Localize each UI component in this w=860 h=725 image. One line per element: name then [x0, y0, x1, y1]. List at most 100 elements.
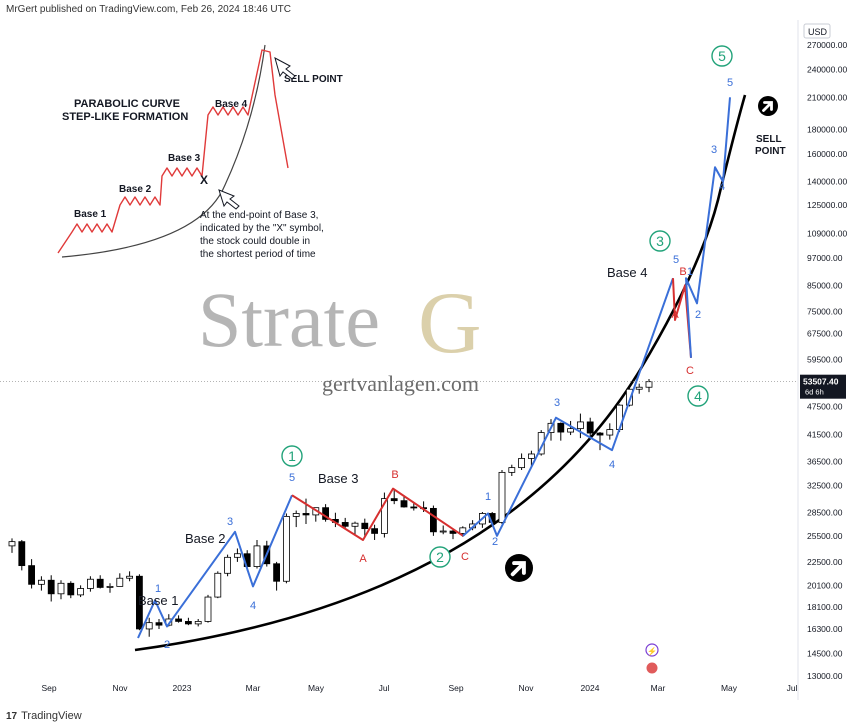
price-tick-label: 160000.00 — [807, 149, 847, 159]
candle-body — [390, 498, 398, 502]
base-label: Base 1 — [138, 593, 178, 608]
price-tick-label: 25500.00 — [807, 531, 843, 541]
candle-body — [106, 585, 114, 588]
inset-note-line: the shortest period of time — [200, 249, 316, 260]
currency-label: USD — [808, 27, 828, 37]
candle-body — [400, 500, 408, 508]
time-tick-label: Jul — [787, 683, 798, 693]
price-tick-label: 125000.00 — [807, 200, 847, 210]
candle-body — [439, 530, 447, 533]
price-tick-label: 47500.00 — [807, 401, 843, 411]
correction-label: A — [671, 309, 679, 321]
price-tick-label: 59500.00 — [807, 355, 843, 365]
currency-box — [803, 23, 831, 39]
circled-wave-label: 3 — [656, 233, 664, 249]
tradingview-footer[interactable]: 17 TradingView — [6, 710, 82, 722]
sub-wave-label: 4 — [719, 181, 725, 193]
candle-body — [645, 381, 653, 388]
price-tick-label: 180000.00 — [807, 124, 847, 134]
candle-body — [145, 622, 153, 630]
inset-x-arrow-icon — [218, 189, 240, 210]
inset-note-line: At the end-point of Base 3, — [200, 210, 318, 221]
price-tick-label: 28500.00 — [807, 508, 843, 518]
candle-body — [253, 545, 261, 567]
price-tick-label: 240000.00 — [807, 65, 847, 75]
sub-wave-label: 2 — [695, 309, 701, 321]
candle-body — [116, 577, 124, 587]
candle-body — [380, 498, 388, 534]
circled-wave-badge — [429, 546, 451, 568]
candle-body — [341, 522, 349, 527]
time-tick-label: May — [721, 683, 738, 693]
price-tick-label: 75000.00 — [807, 306, 843, 316]
price-tick-label: 67500.00 — [807, 328, 843, 338]
sell-point-label: SELL — [756, 134, 782, 145]
wave-2-correction-line — [291, 487, 464, 541]
inset-title-line2: STEP-LIKE FORMATION — [62, 111, 188, 123]
candle-body — [302, 513, 310, 516]
candle-body — [135, 575, 143, 630]
time-tick-label: Mar — [651, 683, 666, 693]
circled-wave-badge — [711, 45, 733, 67]
candle-body — [626, 388, 633, 406]
sell-point-arrow-icon — [758, 96, 778, 116]
candle-body — [28, 565, 36, 585]
candle-body — [410, 506, 418, 509]
sub-wave-label: 2 — [164, 639, 170, 651]
time-tick-label: Sep — [41, 683, 56, 693]
time-tick-label: Nov — [518, 683, 534, 693]
price-tick-label: 97000.00 — [807, 253, 843, 263]
watermark-brand-letter: G — [418, 275, 482, 372]
event-lightning-icon — [645, 643, 659, 657]
price-tick-label: 109000.00 — [807, 229, 847, 239]
candle-body — [77, 588, 84, 596]
candle-body — [8, 541, 16, 547]
candle-body — [47, 579, 55, 595]
published-by-header: MrGert published on TradingView.com, Feb… — [6, 4, 291, 15]
inset-x-marker: X — [200, 173, 208, 187]
current-price-countdown: 6d 6h — [805, 388, 824, 397]
candle-body — [194, 621, 202, 625]
inset-sell-point: SELL POINT — [284, 74, 343, 85]
sub-wave-label: 5 — [673, 254, 679, 266]
tradingview-logo-icon: 17 — [6, 710, 18, 722]
correction-label: B — [391, 469, 398, 481]
candle-body — [204, 596, 212, 622]
candle-body — [361, 522, 369, 530]
candle-body — [282, 516, 290, 582]
correction-label: C — [461, 551, 469, 563]
sub-wave-label: 1 — [687, 266, 693, 278]
candle-body — [126, 575, 133, 579]
event-flag-icon — [645, 661, 659, 675]
candle-body — [292, 513, 300, 517]
sub-wave-label: 4 — [609, 459, 615, 471]
sub-wave-label: 2 — [492, 536, 498, 548]
candle-body — [596, 432, 604, 436]
support-curve-arrow-icon — [505, 554, 533, 582]
price-tick-label: 16300.00 — [807, 624, 843, 634]
inset-step-formation-line — [57, 49, 289, 254]
wave-5-impulse-line — [685, 97, 731, 358]
price-tick-label: 85000.00 — [807, 280, 843, 290]
price-axis-bg — [798, 20, 860, 700]
wave-3-impulse-line — [462, 277, 674, 537]
candle-body — [233, 553, 241, 558]
sub-wave-label: 3 — [711, 144, 717, 156]
candle-body — [175, 618, 183, 622]
watermark-brand: Strate — [198, 276, 380, 363]
candle-body — [57, 582, 65, 595]
sub-wave-label: 1 — [155, 583, 161, 595]
time-tick-label: Nov — [112, 683, 128, 693]
price-tick-label: 32500.00 — [807, 480, 843, 490]
candle-body — [371, 528, 379, 534]
candle-body — [184, 621, 192, 625]
circled-wave-label: 4 — [694, 388, 702, 404]
current-price-value: 53507.40 — [803, 377, 839, 387]
base-label: Base 3 — [318, 471, 358, 486]
candle-body — [351, 522, 359, 527]
watermark-website: gertvanlagen.com — [322, 371, 479, 396]
circled-wave-badge — [281, 445, 303, 467]
circled-wave-label: 1 — [288, 448, 296, 464]
wave-1-impulse-line — [137, 494, 293, 639]
